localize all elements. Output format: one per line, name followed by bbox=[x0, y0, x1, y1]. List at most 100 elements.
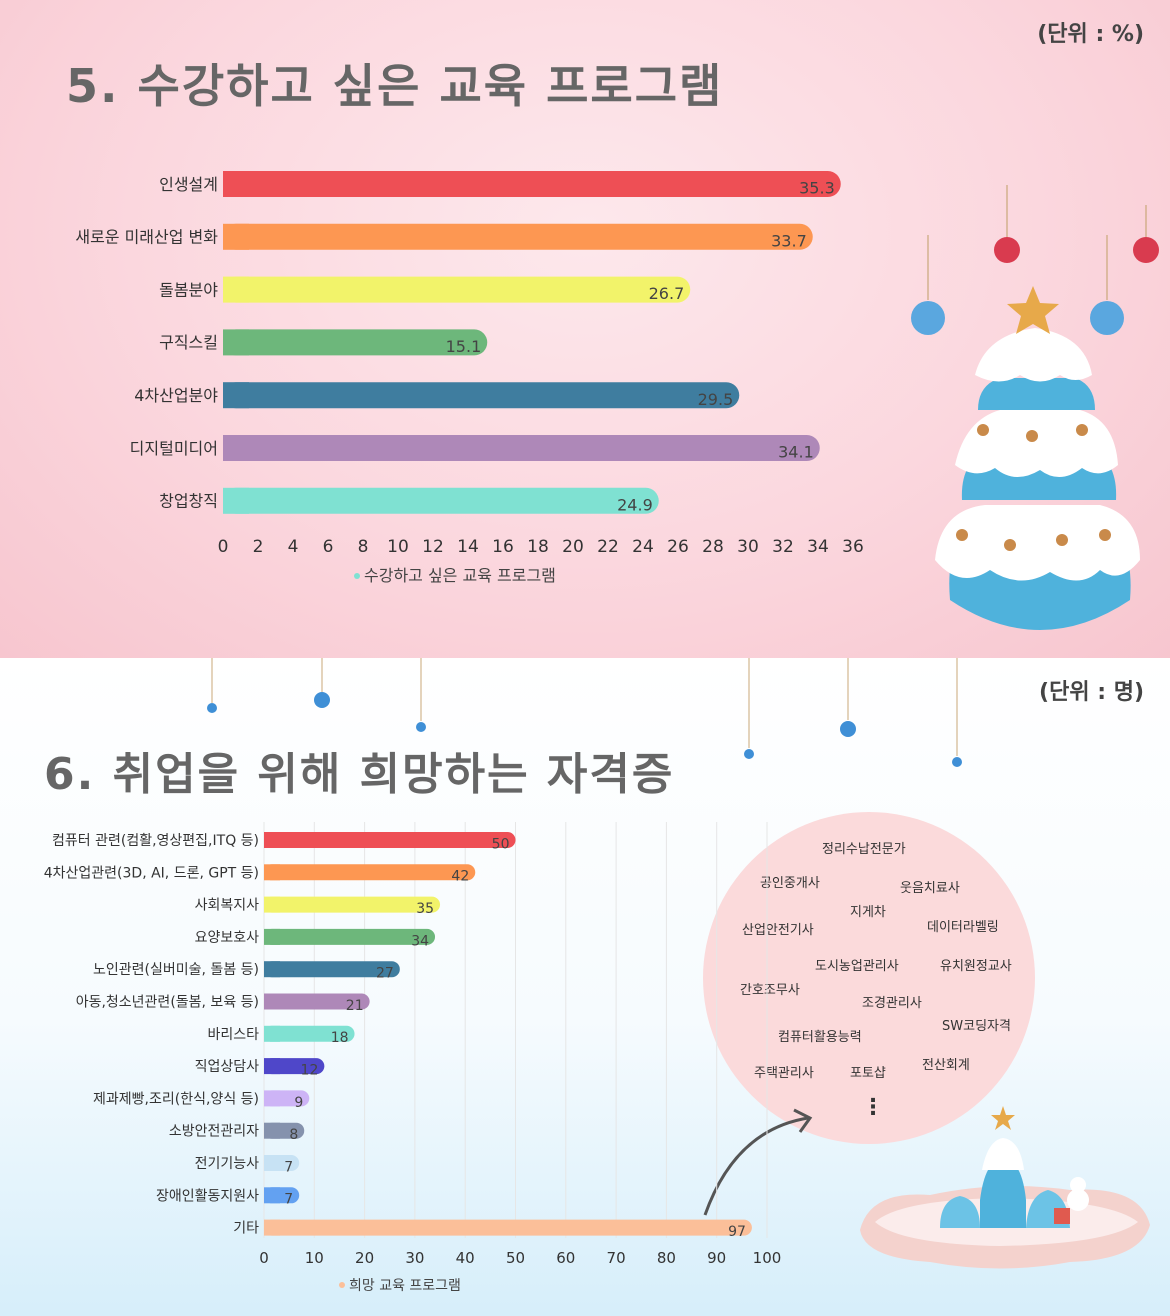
x-tick-label: 80 bbox=[657, 1249, 676, 1267]
x-tick-label: 8 bbox=[358, 537, 369, 557]
category-label: 직업상담사 bbox=[195, 1059, 260, 1075]
section5-panel: (단위 : %) 5. 수강하고 싶은 교육 프로그램 인생설계 35.3 새로운 … bbox=[0, 0, 1170, 658]
bar-left-edge bbox=[223, 171, 249, 197]
bar bbox=[264, 864, 476, 881]
bar bbox=[264, 993, 370, 1010]
category-label: 컴퓨터 관련(컴활,영상편집,ITQ 등) bbox=[52, 833, 259, 849]
category-label: 돌봄분야 bbox=[159, 280, 218, 299]
bar-left-edge bbox=[264, 1090, 280, 1107]
certificate-item: 웃음치료사 bbox=[900, 881, 960, 896]
legend-label: 희망 교육 프로그램 bbox=[349, 1278, 461, 1294]
section5-bar-chart: 인생설계 35.3 새로운 미래산업 변화 33.7 돌봄분야 26.7 구직스킬 15.1 4… bbox=[75, 171, 864, 585]
certificate-item: 주택관리사 bbox=[754, 1066, 814, 1081]
bar-left-edge bbox=[223, 382, 249, 409]
category-label: 아동,청소년관련(돌봄, 보육 등) bbox=[76, 995, 259, 1011]
data-label: 42 bbox=[451, 869, 469, 885]
bar bbox=[264, 1025, 355, 1042]
section5-title: 5. 수강하고 싶은 교육 프로그램 bbox=[66, 59, 724, 113]
x-tick-label: 50 bbox=[506, 1249, 525, 1267]
certificate-item: 컴퓨터활용능력 bbox=[778, 1030, 862, 1045]
category-label: 4차산업관련(3D, AI, 드론, GPT 등) bbox=[44, 865, 259, 881]
red-ornament-icon bbox=[994, 237, 1020, 263]
arrow-icon bbox=[703, 1116, 809, 1216]
section6-title: 6. 취업을 위해 희망하는 자격증 bbox=[44, 749, 675, 800]
x-tick-label: 60 bbox=[556, 1249, 575, 1267]
category-label: 디지털미디어 bbox=[130, 439, 218, 458]
x-tick-label: 10 bbox=[305, 1249, 324, 1267]
bar bbox=[223, 276, 691, 303]
certificate-item: 지게차 bbox=[850, 905, 886, 920]
bar-left-edge bbox=[264, 896, 280, 913]
x-tick-label: 30 bbox=[737, 537, 759, 557]
blue-ornament-icon bbox=[744, 749, 754, 759]
christmas-tree-decoration bbox=[911, 185, 1159, 630]
bar-left-edge bbox=[223, 329, 249, 356]
certificate-item: 조경관리사 bbox=[862, 996, 922, 1011]
x-tick-label: 28 bbox=[702, 537, 724, 557]
certificate-item: 공인중개사 bbox=[760, 876, 820, 891]
category-label: 새로운 미래산업 변화 bbox=[75, 228, 218, 247]
bar-left-edge bbox=[264, 1025, 280, 1042]
data-label: 26.7 bbox=[649, 284, 685, 303]
data-label: 15.1 bbox=[446, 337, 482, 356]
certificate-item: 포토샵 bbox=[850, 1066, 886, 1081]
certificate-item: 간호조무사 bbox=[740, 983, 800, 998]
data-label: 34.1 bbox=[778, 443, 814, 462]
bar-left-edge bbox=[223, 435, 249, 461]
data-label: 8 bbox=[289, 1127, 298, 1143]
category-label: 요양보호사 bbox=[195, 930, 260, 946]
bar-left-edge bbox=[264, 1122, 280, 1139]
snowman-icon bbox=[1067, 1189, 1089, 1211]
blue-ornament-icon bbox=[952, 757, 962, 767]
bar-left-edge bbox=[264, 961, 280, 978]
arrow-head-icon bbox=[793, 1108, 813, 1133]
certificate-item: 유치원정교사 bbox=[940, 959, 1012, 974]
x-tick-label: 36 bbox=[842, 537, 864, 557]
gift-box-icon bbox=[1054, 1208, 1070, 1224]
category-label: 구직스킬 bbox=[159, 333, 218, 352]
x-tick-label: 20 bbox=[562, 537, 584, 557]
bar bbox=[223, 171, 841, 197]
x-tick-label: 6 bbox=[323, 537, 334, 557]
data-label: 29.5 bbox=[698, 390, 734, 409]
x-tick-label: 20 bbox=[355, 1249, 374, 1267]
category-label: 창업창직 bbox=[159, 492, 218, 511]
bar-left-edge bbox=[264, 993, 280, 1010]
data-label: 33.7 bbox=[771, 231, 807, 250]
x-tick-label: 34 bbox=[807, 537, 829, 557]
certificate-item: 산업안전기사 bbox=[742, 923, 814, 938]
red-ornament-icon bbox=[1133, 237, 1159, 263]
data-label: 9 bbox=[294, 1095, 303, 1111]
x-tick-label: 16 bbox=[492, 537, 514, 557]
bar bbox=[223, 487, 659, 514]
x-tick-label: 4 bbox=[288, 537, 299, 557]
mini-christmas-scene-decoration bbox=[860, 1106, 1150, 1269]
category-label: 장애인활동지원사 bbox=[156, 1188, 259, 1204]
hanging-ornaments-decoration bbox=[207, 658, 962, 767]
bar bbox=[264, 1219, 752, 1236]
bar-left-edge bbox=[264, 1155, 280, 1171]
data-label: 18 bbox=[331, 1030, 349, 1046]
x-tick-label: 32 bbox=[772, 537, 794, 557]
other-certificates-bubble bbox=[703, 812, 1035, 1144]
blue-ornament-icon bbox=[416, 722, 426, 732]
data-label: 50 bbox=[492, 836, 510, 852]
blue-ornament-icon bbox=[911, 301, 945, 335]
certificate-item: 전산회계 bbox=[922, 1058, 970, 1073]
data-label: 24.9 bbox=[617, 495, 653, 514]
certificate-item: SW코딩자격 bbox=[942, 1019, 1011, 1034]
x-tick-label: 24 bbox=[632, 537, 654, 557]
blue-ornament-icon bbox=[1090, 301, 1124, 335]
x-tick-label: 0 bbox=[218, 537, 229, 557]
category-label: 노인관련(실버미술, 돌봄 등) bbox=[93, 962, 259, 978]
bar-left-edge bbox=[264, 1058, 280, 1075]
category-label: 바리스타 bbox=[207, 1027, 259, 1043]
bar bbox=[223, 382, 740, 409]
x-tick-label: 100 bbox=[753, 1249, 782, 1267]
x-tick-label: 26 bbox=[667, 537, 689, 557]
data-label: 35.3 bbox=[799, 179, 835, 198]
certificate-item: 정리수납전문가 bbox=[822, 842, 906, 857]
data-label: 97 bbox=[728, 1224, 746, 1240]
data-label: 12 bbox=[301, 1063, 319, 1079]
